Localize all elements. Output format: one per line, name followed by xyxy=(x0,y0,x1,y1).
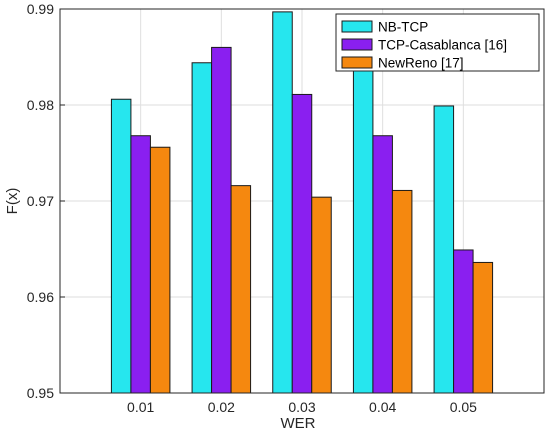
bar-newreno-17-0.02 xyxy=(230,185,252,394)
bar-newreno-17-0.04 xyxy=(391,189,413,394)
bars-group xyxy=(110,11,494,394)
bar-tcp-casablanca-16-0.03 xyxy=(291,93,313,394)
legend-swatch xyxy=(341,56,373,69)
legend-label: TCP-Casablanca [16] xyxy=(378,38,507,53)
y-tick-label: 0.96 xyxy=(27,289,54,305)
x-tick-label: 0.03 xyxy=(288,399,315,415)
legend-label: NB-TCP xyxy=(378,20,428,35)
legend: NB-TCP TCP-Casablanca [16] NewReno [17] xyxy=(335,13,540,72)
bar-tcp-casablanca-16-0.05 xyxy=(453,249,474,394)
x-tick-label: 0.02 xyxy=(208,399,235,415)
y-tick-label: 0.99 xyxy=(27,1,54,17)
bar-tcp-casablanca-16-0.02 xyxy=(211,46,232,394)
bar-newreno-17-0.05 xyxy=(472,261,494,394)
x-tick-label: 0.01 xyxy=(127,399,154,415)
bar-newreno-17-0.03 xyxy=(311,196,332,394)
y-axis-label: F(x) xyxy=(4,188,21,215)
y-tick-label: 0.95 xyxy=(27,385,54,401)
bar-nb-tcp-0.01 xyxy=(110,98,132,394)
legend-swatch xyxy=(341,20,373,33)
legend-swatch xyxy=(341,38,373,51)
x-tick-label: 0.05 xyxy=(450,399,477,415)
y-tick-label: 0.97 xyxy=(27,193,54,209)
bar-nb-tcp-0.05 xyxy=(433,105,455,394)
bar-tcp-casablanca-16-0.04 xyxy=(372,135,393,394)
bar-tcp-casablanca-16-0.01 xyxy=(130,135,151,394)
y-tick-label: 0.98 xyxy=(27,97,54,113)
legend-label: NewReno [17] xyxy=(378,56,464,71)
tick-labels: 0.95 0.96 0.97 0.98 0.99 0.01 0.02 0.03 0.04 0.05 xyxy=(27,1,477,415)
bar-nb-tcp-0.04 xyxy=(352,58,374,394)
bar-nb-tcp-0.03 xyxy=(272,11,293,394)
x-axis-label: WER xyxy=(281,415,316,432)
x-tick-label: 0.04 xyxy=(369,399,396,415)
bar-newreno-17-0.01 xyxy=(149,146,171,394)
bar-nb-tcp-0.02 xyxy=(191,62,213,394)
